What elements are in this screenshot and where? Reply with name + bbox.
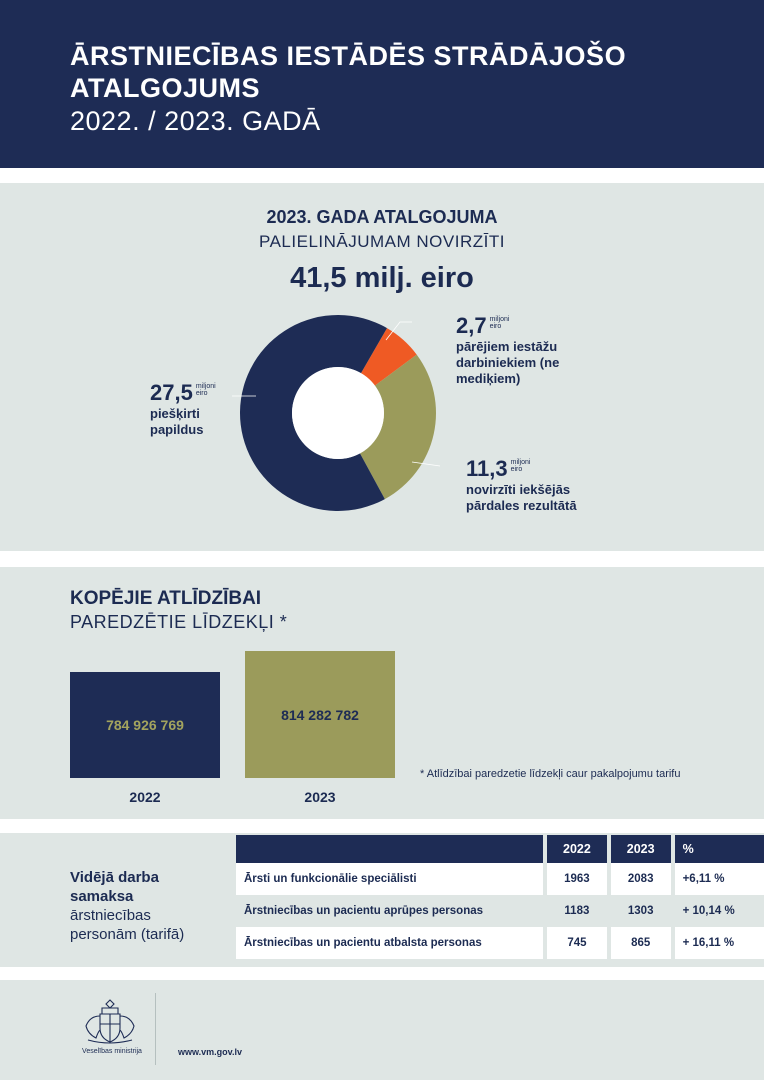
row-2022: 1183 [547,895,607,927]
bar-2023: 814 282 782 [245,651,395,778]
table-row: Ārstniecības un pacientu atbalsta person… [236,927,764,959]
page-title: ĀRSTNIECĪBAS IESTĀDĒS STRĀDĀJOŠO ATALGOJ… [70,41,627,103]
slice-value-other: 2,7 [456,313,487,338]
slice-unit-internal: miljoni eiro [510,459,531,473]
leader-line-small [385,321,412,341]
row-2022: 1963 [547,863,607,895]
slice-label-additional: 27,5 miljoni eiro piešķirti papildus [150,380,230,438]
table-row: Ārstniecības un pacientu aprūpes persona… [236,895,764,927]
bar-2022: 784 926 769 [70,672,220,778]
row-name: Ārstniecības un pacientu atbalsta person… [236,927,544,959]
bar-category-2022: 2022 [129,789,161,805]
donut-slice-additional [240,315,387,511]
table-subtitle: ārstniecības personām (tarifā) [70,907,185,943]
slice-unit-other: miljoni eiro [489,316,510,330]
donut-subtitle: PALIELINĀJUMAM NOVIRZĪTI [259,232,505,251]
slice-text-internal: novirzīti iekšējās pārdales rezultātā [466,482,577,513]
bar-subtitle: PAREDZĒTIE LĪDZEKĻI * [70,612,288,632]
ministry-name: Veselības ministrija [82,1048,142,1055]
slice-text-other: pārējiem iestāžu darbiniekiem (ne mediķi… [456,339,560,386]
header-cell-name [236,835,544,863]
donut-hole [292,367,384,459]
slice-unit-additional: miljoni eiro [195,383,216,397]
slice-value-additional: 27,5 [150,380,193,405]
coat-of-arms-logo [85,999,135,1044]
salary-table: 2022 2023 % Ārsti un funkcionālie speciā… [232,835,764,959]
table-header-row: 2022 2023 % [236,835,764,863]
slice-value-internal: 11,3 [466,456,508,481]
donut-slice-other [361,328,417,386]
header-cell-2022: 2022 [547,835,607,863]
donut-title: 2023. GADA ATALGOJUMA [266,207,498,227]
table-row: Ārsti un funkcionālie speciālisti 1963 2… [236,863,764,895]
table-title: Vidējā darba samaksa [70,869,159,905]
row-2022: 745 [547,927,607,959]
bar-value-2023: 814 282 782 [281,706,359,723]
bar-title: KOPĒJIE ATLĪDZĪBAI [70,588,262,609]
footer-divider [155,993,156,1065]
row-percent: +6,11 % [674,863,764,895]
leader-line-mid [411,461,441,467]
website-link[interactable]: www.vm.gov.lv [178,1047,243,1057]
row-percent: + 16,11 % [674,927,764,959]
row-percent: + 10,14 % [674,895,764,927]
row-name: Ārstniecības un pacientu aprūpes persona… [236,895,544,927]
bar-footnote: * Atlīdzībai paredzetie līdzekļi caur pa… [420,768,681,780]
row-2023: 1303 [610,895,671,927]
page-subtitle: 2022. / 2023. GADĀ [70,106,321,136]
row-name: Ārsti un funkcionālie speciālisti [236,863,544,895]
slice-label-other: 2,7 miljoni eiro pārējiem iestāžu darbinie… [456,313,596,387]
footer-panel [0,980,764,1080]
donut-total: 41,5 milj. eiro [290,262,474,294]
row-2023: 2083 [610,863,671,895]
slice-text-additional: piešķirti papildus [150,406,204,437]
bar-category-2023: 2023 [304,789,336,805]
header-cell-2023: 2023 [610,835,671,863]
row-2023: 865 [610,927,671,959]
bar-value-2022: 784 926 769 [106,717,184,733]
header-banner [0,0,764,168]
slice-label-internal: 11,3 miljoni eiro novirzīti iekšējās pārda… [466,456,596,514]
header-cell-percent: % [674,835,764,863]
